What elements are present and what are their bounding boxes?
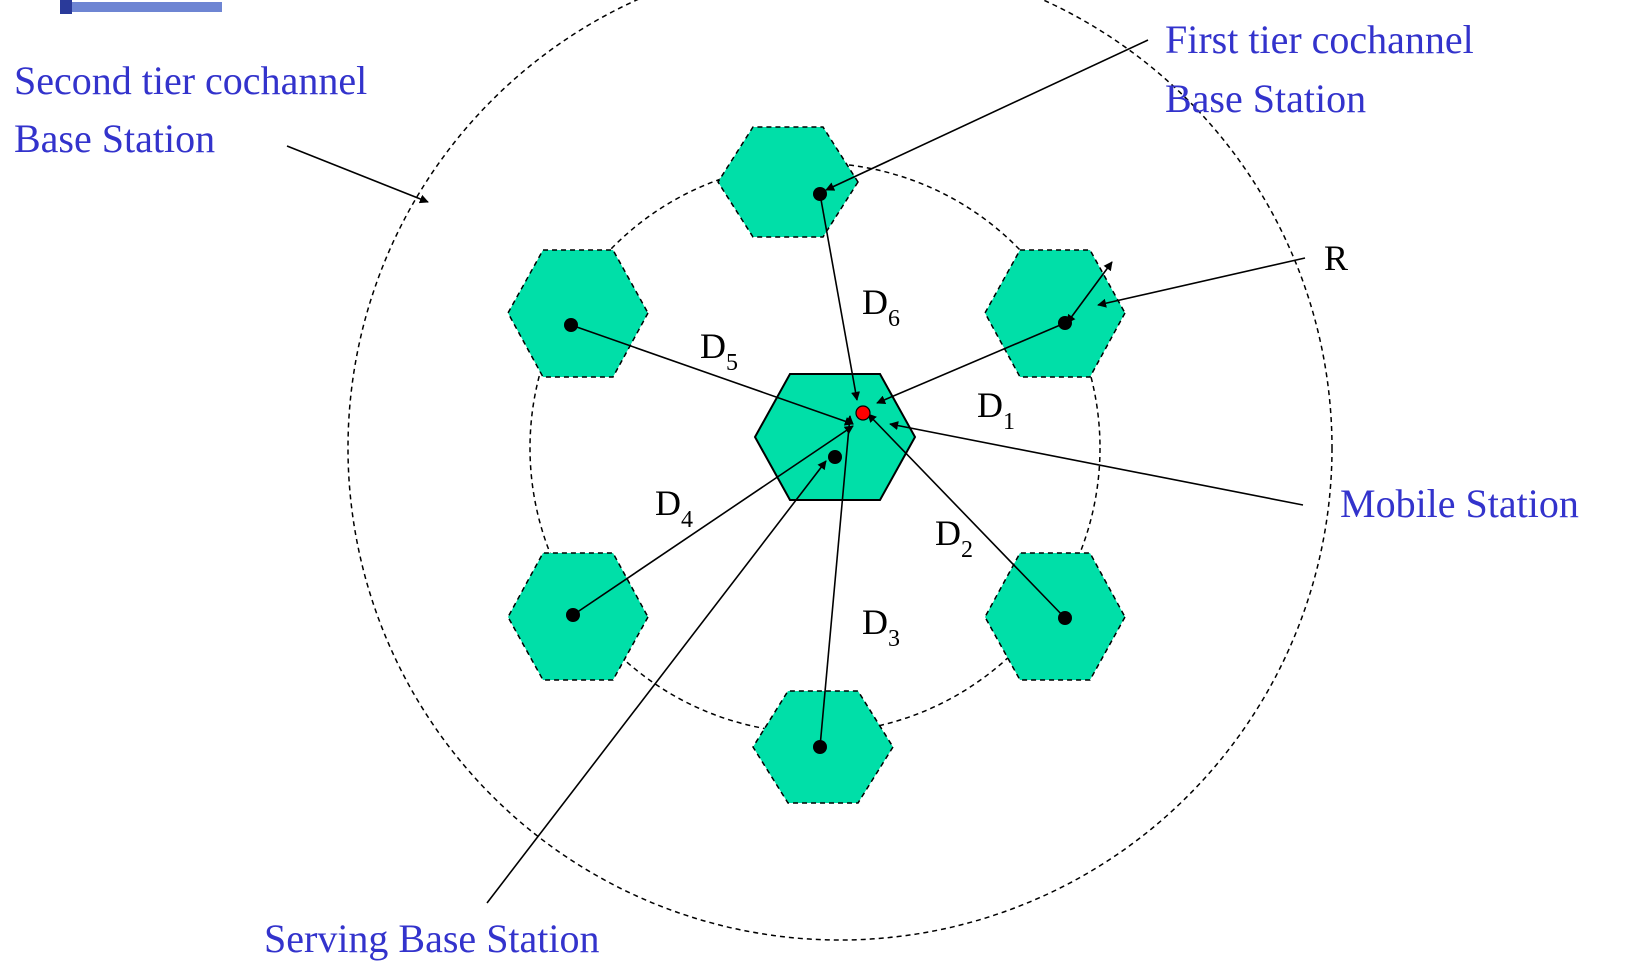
d5-vector: [570, 324, 854, 426]
corner-logo-fragment: [60, 0, 222, 14]
first-tier-label-line2: Base Station: [1165, 76, 1366, 121]
second-tier-label-line1: Second tier cochannel: [14, 58, 367, 103]
serving-base-station-dot: [828, 450, 842, 464]
d5-label: D5: [700, 326, 738, 376]
second-tier-pointer: [286, 145, 429, 204]
base-station-dot-upper-right: [1058, 316, 1072, 330]
second-tier-circle: [347, 0, 1333, 941]
serving-base-station-label: Serving Base Station: [264, 916, 600, 961]
d2-label: D2: [935, 513, 973, 563]
cochannel-cell-upper-right: [984, 249, 1126, 378]
d1-label: D1: [977, 385, 1015, 435]
mobile-station-pointer: [889, 421, 1304, 506]
d2-vector: [867, 413, 1066, 619]
d3-vector: [819, 415, 854, 748]
base-station-dot-lower-left: [566, 608, 580, 622]
second-tier-label-line2: Base Station: [14, 116, 215, 161]
cochannel-cell-upper-left: [507, 249, 649, 378]
base-station-dot-lower-right: [1058, 611, 1072, 625]
mobile-station-dot: [855, 405, 871, 421]
d3-label: D3: [862, 602, 900, 652]
d6-vector: [819, 193, 860, 401]
base-station-dot-upper-left: [564, 318, 578, 332]
serving-cell: [753, 373, 917, 501]
d6-label: D6: [862, 282, 900, 332]
d4-label: D4: [655, 483, 693, 533]
cochannel-cell-lower-right: [984, 552, 1126, 681]
radius-arrow: [1066, 261, 1113, 324]
mobile-station-label: Mobile Station: [1340, 481, 1579, 526]
radius-label: R: [1324, 238, 1348, 278]
cochannel-cell-top: [717, 126, 859, 238]
base-station-dot-top: [813, 187, 827, 201]
first-tier-pointer: [825, 39, 1149, 191]
first-tier-label-line1: First tier cochannel: [1165, 17, 1474, 62]
base-station-dot-bottom: [813, 740, 827, 754]
d4-vector: [572, 425, 854, 616]
radius-pointer: [1097, 257, 1306, 308]
serving-station-pointer: [486, 460, 827, 904]
d1-vector: [876, 322, 1066, 404]
